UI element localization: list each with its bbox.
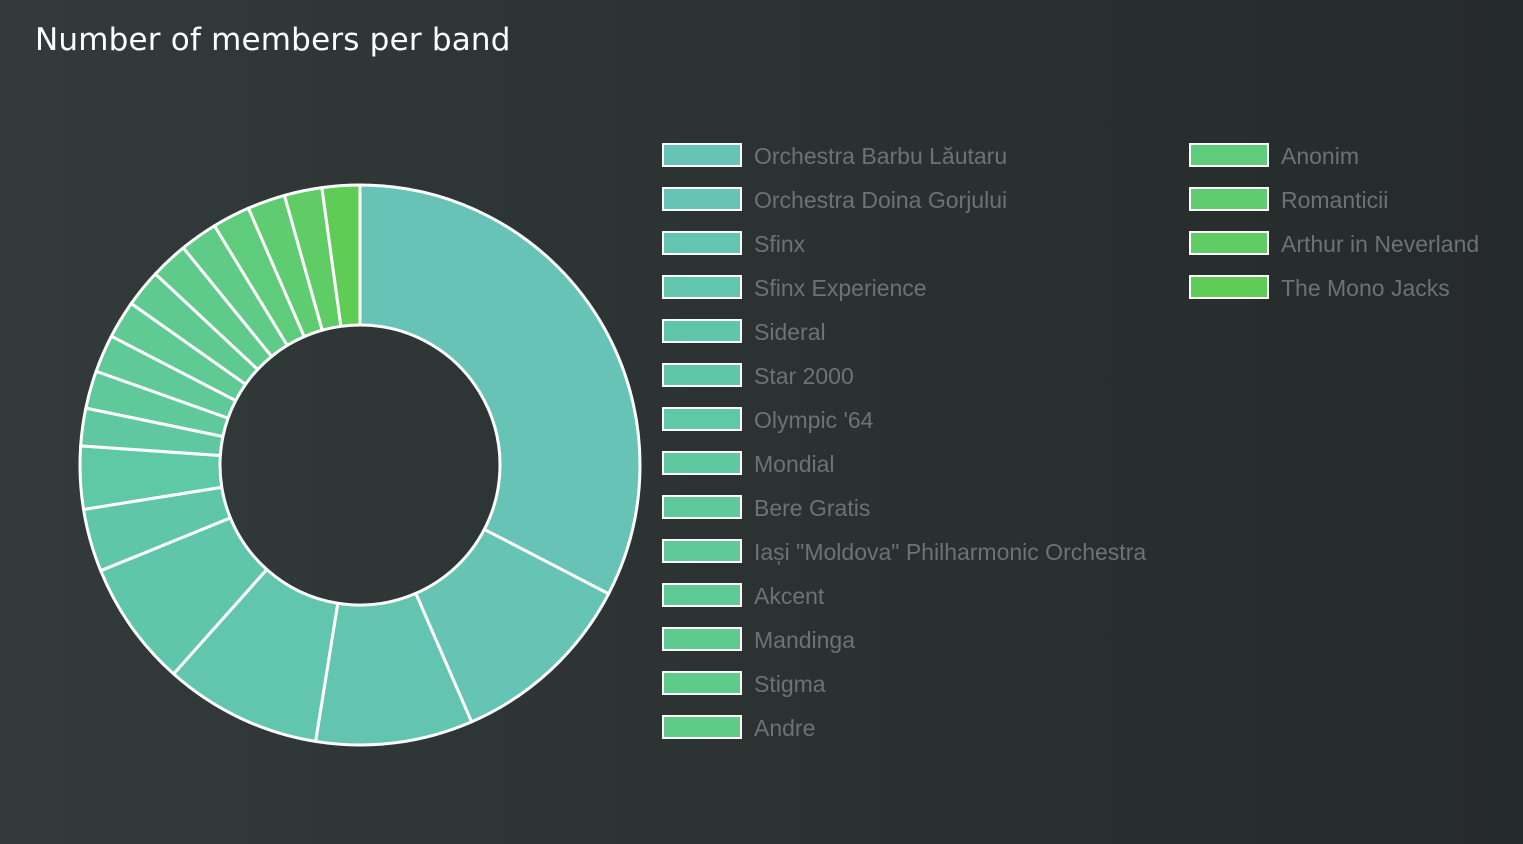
legend-item-stigma[interactable]: Stigma (662, 671, 1146, 715)
legend-swatch (662, 583, 742, 607)
legend-swatch (662, 671, 742, 695)
legend-label: Anonim (1281, 143, 1359, 169)
legend-item-bere-gratis[interactable]: Bere Gratis (662, 495, 1146, 539)
legend-item-orchestra-barbu-l-utaru[interactable]: Orchestra Barbu Lăutaru (662, 143, 1146, 187)
legend-item-mondial[interactable]: Mondial (662, 451, 1146, 495)
legend-swatch (662, 231, 742, 255)
legend-column-2: Anonim Romanticii Arthur in Neverland The M… (1189, 143, 1479, 319)
legend-swatch (662, 275, 742, 299)
legend-swatch (662, 187, 742, 211)
legend-item-ia-i-moldova-philharmonic-orchestra[interactable]: Iași "Moldova" Philharmonic Orchestra (662, 539, 1146, 583)
legend-label: Mandinga (754, 627, 856, 653)
chart-title: Number of members per band (35, 22, 511, 58)
legend-item-olympic-64[interactable]: Olympic '64 (662, 407, 1146, 451)
legend-item-sfinx-experience[interactable]: Sfinx Experience (662, 275, 1146, 319)
legend-label: Arthur in Neverland (1281, 231, 1480, 257)
legend-item-sideral[interactable]: Sideral (662, 319, 1146, 363)
legend-swatch (662, 319, 742, 343)
legend-swatch (1189, 231, 1269, 255)
legend-label: Iași "Moldova" Philharmonic Orchestra (754, 539, 1147, 565)
legend-label: Romanticii (1281, 187, 1389, 213)
donut-slice-the-mono-jacks[interactable] (320, 183, 362, 328)
legend-item-akcent[interactable]: Akcent (662, 583, 1146, 627)
legend-label: Olympic '64 (754, 407, 874, 433)
legend-item-star-2000[interactable]: Star 2000 (662, 363, 1146, 407)
legend-swatch (662, 451, 742, 475)
legend-label: Orchestra Doina Gorjului (754, 187, 1008, 213)
legend-item-arthur-in-neverland[interactable]: Arthur in Neverland (1189, 231, 1479, 275)
legend-item-sfinx[interactable]: Sfinx (662, 231, 1146, 275)
donut-slice-orchestra-barbu-l-utaru[interactable] (358, 183, 642, 596)
legend-label: Andre (754, 715, 816, 741)
legend-item-the-mono-jacks[interactable]: The Mono Jacks (1189, 275, 1479, 319)
legend-label: Akcent (754, 583, 825, 609)
legend-label: Star 2000 (754, 363, 854, 389)
legend-label: Stigma (754, 671, 826, 697)
legend-label: The Mono Jacks (1281, 275, 1450, 301)
legend-label: Mondial (754, 451, 835, 477)
legend-label: Bere Gratis (754, 495, 871, 521)
legend-label: Sfinx Experience (754, 275, 927, 301)
legend-item-orchestra-doina-gorjului[interactable]: Orchestra Doina Gorjului (662, 187, 1146, 231)
legend-label: Sfinx (754, 231, 806, 257)
legend-swatch (662, 539, 742, 563)
legend-swatch (1189, 275, 1269, 299)
donut-chart (78, 183, 642, 747)
legend-item-mandinga[interactable]: Mandinga (662, 627, 1146, 671)
legend-swatch (662, 495, 742, 519)
legend-swatch (662, 363, 742, 387)
legend-swatch (1189, 187, 1269, 211)
legend-swatch (662, 627, 742, 651)
legend-item-andre[interactable]: Andre (662, 715, 1146, 759)
legend-swatch (1189, 143, 1269, 167)
legend-item-anonim[interactable]: Anonim (1189, 143, 1479, 187)
legend-swatch (662, 407, 742, 431)
legend-label: Sideral (754, 319, 826, 345)
legend-item-romanticii[interactable]: Romanticii (1189, 187, 1479, 231)
legend-column-1: Orchestra Barbu Lăutaru Orchestra Doina G… (662, 143, 1146, 759)
legend-swatch (662, 715, 742, 739)
legend-label: Orchestra Barbu Lăutaru (754, 143, 1008, 169)
legend-swatch (662, 143, 742, 167)
